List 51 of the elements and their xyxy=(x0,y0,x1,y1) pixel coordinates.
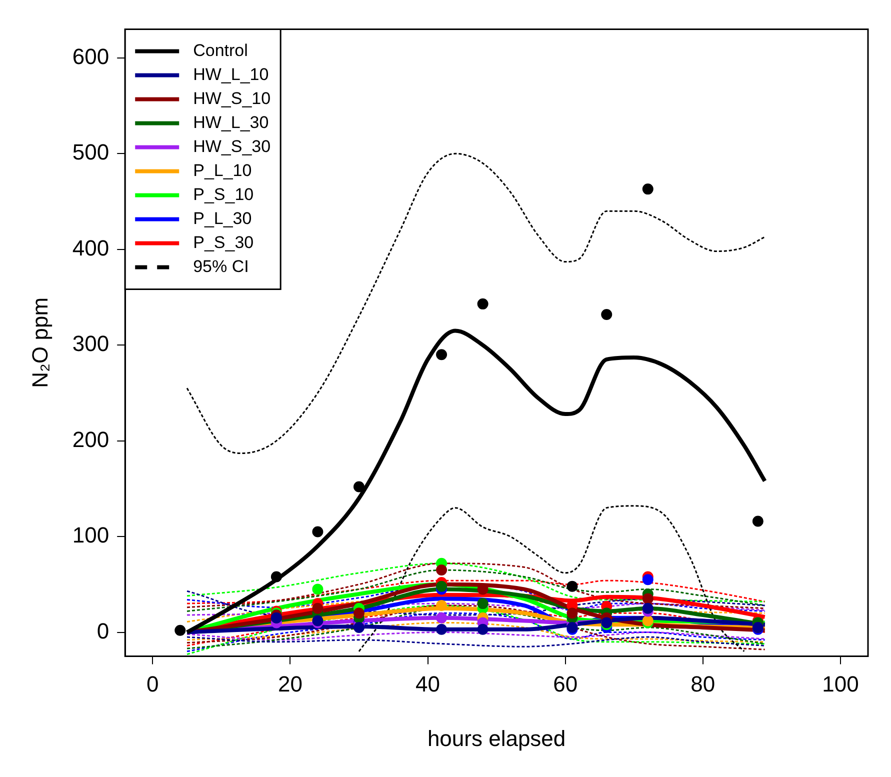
point xyxy=(270,571,282,582)
legend-label: P_S_30 xyxy=(193,232,254,252)
legend-label: 95% CI xyxy=(193,256,249,276)
y-tick-label: 100 xyxy=(72,522,110,548)
point xyxy=(642,602,654,614)
legend-label: HW_L_10 xyxy=(193,64,269,84)
y-tick-label: 400 xyxy=(72,235,110,260)
legend-label: HW_S_30 xyxy=(193,136,271,156)
legend-label: P_S_10 xyxy=(193,184,254,204)
legend-label: Control xyxy=(193,40,248,60)
point xyxy=(477,298,488,310)
legend-label: HW_L_30 xyxy=(193,112,269,132)
x-axis-title: hours elapsed xyxy=(427,726,566,751)
x-tick-label: 80 xyxy=(690,671,716,696)
x-tick-label: 20 xyxy=(278,671,302,696)
point xyxy=(312,584,324,595)
legend-label: P_L_10 xyxy=(193,160,252,180)
x-tick-label: 40 xyxy=(416,671,440,696)
point xyxy=(436,612,448,624)
y-tick-label: 500 xyxy=(72,140,110,165)
x-tick-label: 0 xyxy=(146,671,159,696)
point xyxy=(566,608,578,619)
y-tick-label: 300 xyxy=(72,331,110,356)
y-tick-label: 200 xyxy=(72,426,110,452)
x-tick-label: 60 xyxy=(553,671,578,696)
x-tick-label: 100 xyxy=(822,671,859,696)
point xyxy=(312,526,324,538)
point xyxy=(566,580,578,592)
point xyxy=(642,593,654,604)
y-tick-label: 600 xyxy=(72,44,110,69)
legend-label: P_L_30 xyxy=(193,208,252,228)
y-tick-label: 0 xyxy=(96,618,110,644)
line-series xyxy=(358,505,745,652)
y-axis-title: N₂O ppm xyxy=(27,297,52,388)
point xyxy=(353,608,364,619)
point xyxy=(436,600,448,611)
point xyxy=(752,516,764,527)
point xyxy=(601,308,612,320)
line-series xyxy=(186,636,766,648)
point xyxy=(174,624,186,636)
legend-label: HW_S_10 xyxy=(193,88,271,108)
point xyxy=(642,184,654,195)
point xyxy=(436,564,448,576)
point xyxy=(642,574,654,586)
point xyxy=(436,580,448,592)
point xyxy=(477,624,488,635)
point xyxy=(353,622,364,633)
point xyxy=(436,624,448,635)
point xyxy=(312,602,324,614)
point xyxy=(436,349,448,360)
point xyxy=(353,481,364,492)
